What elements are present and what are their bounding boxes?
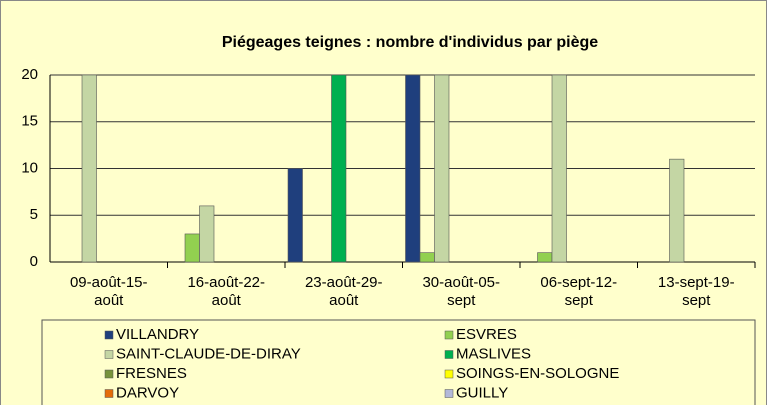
y-tick-label: 15 bbox=[21, 113, 38, 130]
legend-box bbox=[41, 319, 756, 405]
legend-marker bbox=[444, 350, 454, 359]
legend-label: GUILLY bbox=[456, 384, 508, 401]
legend-label: DARVOY bbox=[116, 384, 179, 401]
bar bbox=[419, 252, 435, 263]
legend-marker bbox=[104, 389, 114, 398]
legend-label: MASLIVES bbox=[456, 345, 531, 362]
bar bbox=[199, 205, 215, 263]
legend-label: FRESNES bbox=[116, 365, 187, 382]
legend-label: SAINT-CLAUDE-DE-DIRAY bbox=[116, 345, 301, 362]
legend-marker bbox=[444, 389, 454, 398]
legend-marker bbox=[104, 369, 114, 379]
bar bbox=[537, 252, 553, 263]
bar bbox=[331, 74, 347, 263]
bar bbox=[405, 74, 421, 263]
x-tick-label: 16-août-22-août bbox=[187, 274, 266, 309]
x-tick-label: 30-août-05-sept bbox=[422, 274, 501, 309]
bar bbox=[669, 158, 685, 263]
bar bbox=[551, 74, 567, 263]
x-tick-label: 13-sept-19-sept bbox=[657, 274, 735, 309]
legend-marker bbox=[104, 330, 114, 340]
legend-marker bbox=[104, 350, 114, 359]
y-tick-label: 20 bbox=[21, 66, 38, 83]
y-tick-label: 5 bbox=[30, 206, 38, 223]
bar bbox=[287, 168, 303, 263]
chart-title: Piégeages teignes : nombre d'individus p… bbox=[222, 34, 598, 51]
x-tick-label: 09-août-15-août bbox=[69, 274, 148, 309]
y-tick-label: 10 bbox=[21, 159, 38, 176]
legend-marker bbox=[444, 369, 454, 379]
legend-label: VILLANDRY bbox=[116, 326, 199, 343]
bar bbox=[81, 74, 97, 263]
y-tick-label: 0 bbox=[30, 253, 38, 270]
bar bbox=[434, 74, 450, 263]
legend-label: SOINGS-EN-SOLOGNE bbox=[456, 365, 619, 382]
x-tick-label: 06-sept-12-sept bbox=[540, 274, 618, 309]
bar bbox=[184, 233, 200, 263]
legend-marker bbox=[444, 330, 454, 340]
legend-label: ESVRES bbox=[456, 326, 517, 343]
x-tick-label: 23-août-29-août bbox=[304, 274, 383, 309]
